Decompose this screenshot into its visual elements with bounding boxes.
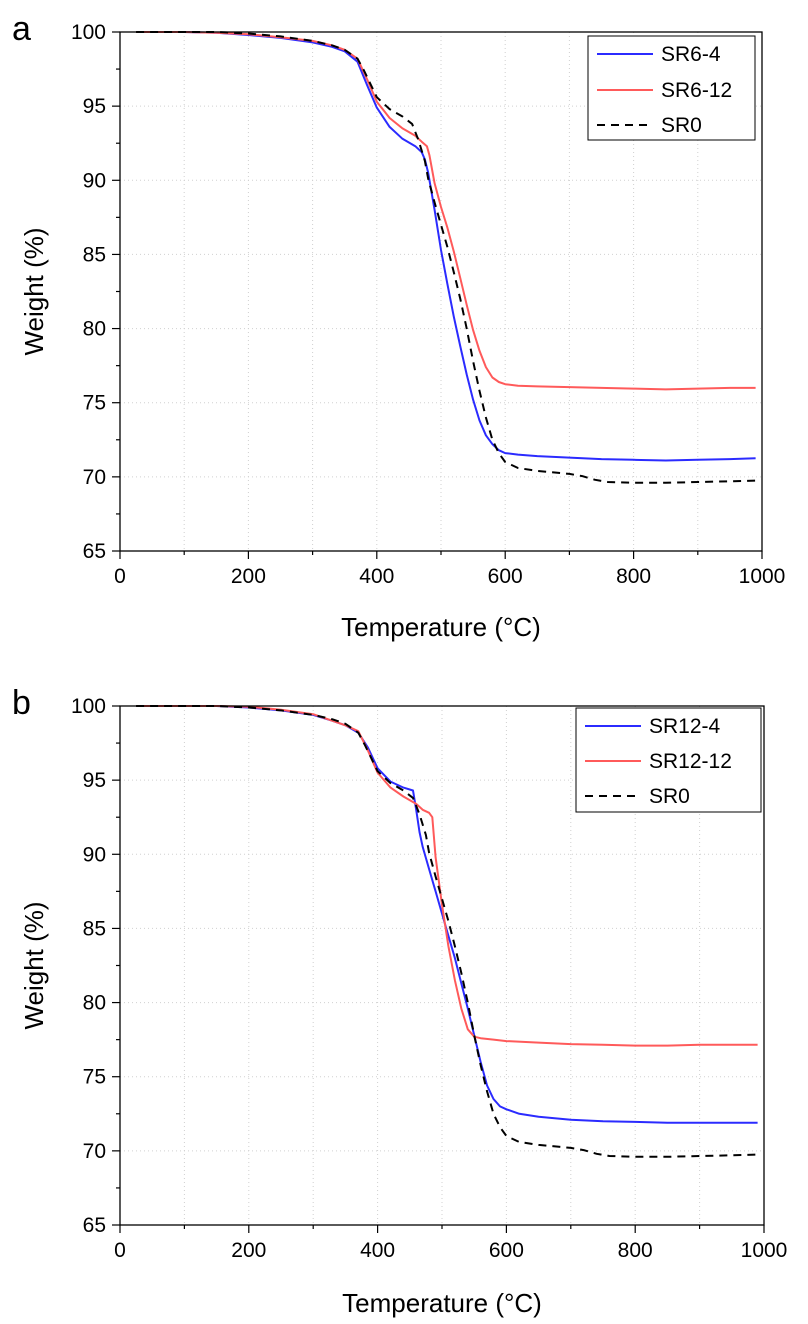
panel-a: a 0 200 400 600 800 1000 65 70 75 80 85 90 95 100 Wei… — [12, 10, 785, 642]
legend: SR6-4 SR6-12 SR0 — [587, 35, 756, 141]
y-tick-label: 65 — [83, 1214, 106, 1237]
y-tick-label: 95 — [83, 769, 106, 792]
legend-entry-sr6-12: SR6-12 — [661, 79, 732, 102]
y-axis-label: Weight (%) — [19, 901, 49, 1029]
y-tick-label: 80 — [83, 318, 106, 341]
legend-entry-sr6-4: SR6-4 — [661, 43, 721, 66]
y-tick-label: 85 — [83, 243, 106, 266]
legend-entry-sr0: SR0 — [661, 114, 702, 137]
x-tick-label: 0 — [114, 565, 126, 588]
y-tick-label: 70 — [83, 1140, 106, 1163]
legend: SR12-4 SR12-12 SR0 — [575, 707, 762, 813]
y-tick-label: 65 — [83, 540, 106, 563]
x-tick-label: 200 — [231, 565, 266, 588]
x-tick-label: 400 — [359, 565, 394, 588]
legend-entry-sr0: SR0 — [649, 785, 690, 808]
series-lines — [136, 705, 758, 1158]
series-line-sr12-12 — [136, 705, 758, 1047]
y-axis-label: Weight (%) — [19, 227, 49, 355]
x-tick-label: 1000 — [741, 1239, 788, 1262]
y-tick-label: 80 — [83, 992, 106, 1015]
x-axis-label: Temperature (°C) — [342, 1288, 542, 1318]
y-tick-label: 100 — [71, 695, 106, 718]
y-tick-label: 85 — [83, 917, 106, 940]
x-tick-label: 800 — [616, 565, 651, 588]
x-tick-label: 600 — [489, 1239, 524, 1262]
series-line-sr0 — [136, 31, 756, 484]
x-tick-label: 800 — [618, 1239, 653, 1262]
y-tick-label: 70 — [83, 466, 106, 489]
axis-ticks: 0 200 400 600 800 1000 65 70 75 80 85 90 95 100 — [71, 21, 785, 588]
x-tick-label: 400 — [360, 1239, 395, 1262]
y-tick-label: 100 — [71, 21, 106, 44]
panel-label: a — [12, 10, 31, 48]
y-tick-label: 75 — [83, 1066, 106, 1089]
series-lines — [136, 31, 756, 484]
grid — [120, 32, 762, 551]
y-tick-label: 90 — [83, 169, 106, 192]
x-tick-label: 0 — [114, 1239, 126, 1262]
y-tick-label: 95 — [83, 95, 106, 118]
legend-entry-sr12-4: SR12-4 — [649, 715, 721, 738]
x-axis-label: Temperature (°C) — [341, 612, 541, 642]
y-tick-label: 90 — [83, 843, 106, 866]
x-tick-label: 1000 — [739, 565, 786, 588]
axis-ticks: 0 200 400 600 800 1000 65 70 75 80 85 90 95 100 — [71, 695, 787, 1262]
x-tick-label: 600 — [488, 565, 523, 588]
panel-label: b — [12, 684, 31, 722]
x-tick-label: 200 — [231, 1239, 266, 1262]
legend-entry-sr12-12: SR12-12 — [649, 750, 732, 773]
series-line-sr6-4 — [136, 31, 756, 462]
y-tick-label: 75 — [83, 392, 106, 415]
panel-b: b 0 200 400 600 800 1000 65 70 75 80 85 90 95 100 Wei… — [12, 684, 787, 1318]
